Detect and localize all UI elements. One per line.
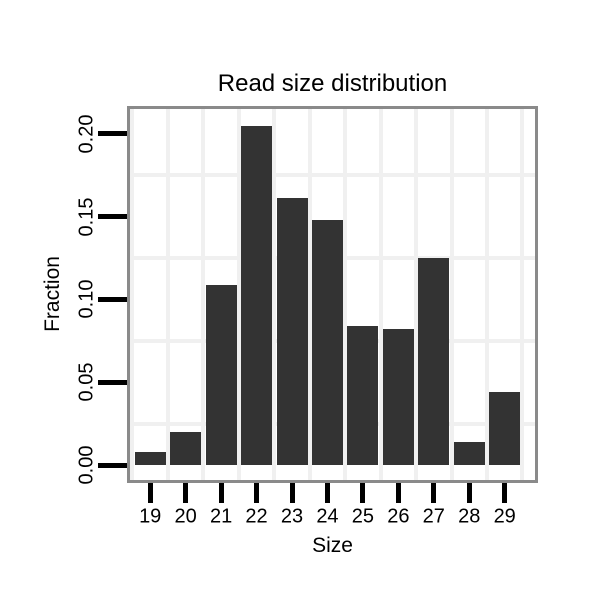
y-tick-label: 0.05 — [75, 362, 98, 402]
x-axis-label: Size — [312, 534, 353, 557]
x-tick-label: 24 — [316, 505, 339, 528]
x-axis-tick — [218, 483, 224, 503]
y-axis-tick — [98, 379, 127, 385]
y-tick-label: 0.20 — [75, 114, 98, 154]
y-tick-label: 0.15 — [75, 197, 98, 237]
grid-line-vertical — [307, 109, 312, 480]
y-tick-label: 0.00 — [75, 445, 98, 485]
x-tick-label: 23 — [280, 505, 304, 528]
x-axis-tick — [147, 483, 153, 503]
bar-size-21 — [205, 284, 237, 466]
grid-line-vertical — [414, 109, 419, 480]
grid-line-horizontal — [130, 173, 535, 178]
x-axis-tick — [466, 483, 472, 503]
x-axis-tick — [324, 483, 330, 503]
x-tick-label: 25 — [351, 505, 375, 528]
bar-size-29 — [489, 392, 521, 466]
grid-line-vertical — [130, 109, 135, 480]
x-axis-tick — [289, 483, 295, 503]
x-tick-label: 26 — [387, 505, 410, 528]
chart-title: Read size distribution — [217, 70, 448, 97]
x-axis-tick — [183, 483, 189, 503]
x-axis-tick — [431, 483, 437, 503]
x-tick-label: 28 — [458, 505, 481, 528]
bar-size-20 — [170, 431, 202, 466]
x-tick-label: 29 — [493, 505, 516, 528]
x-axis-tick — [360, 483, 366, 503]
x-tick-label: 21 — [209, 505, 233, 528]
grid-line-vertical — [165, 109, 170, 480]
y-axis-tick — [98, 462, 127, 468]
grid-line-vertical — [343, 109, 348, 480]
x-tick-label: 27 — [422, 505, 445, 528]
bar-size-27 — [418, 258, 450, 466]
y-axis-tick — [98, 296, 127, 302]
bar-size-26 — [382, 329, 414, 466]
x-axis-tick — [502, 483, 508, 503]
y-axis-label: Fraction — [41, 256, 64, 332]
bar-size-24 — [311, 219, 343, 466]
plot-panel — [127, 106, 538, 483]
bar-size-23 — [276, 198, 308, 466]
y-axis-tick — [98, 131, 127, 137]
bar-size-22 — [241, 125, 273, 466]
grid-line-vertical — [484, 109, 489, 480]
grid-line-vertical — [520, 109, 525, 480]
grid-line-vertical — [378, 109, 383, 480]
bar-size-25 — [347, 325, 379, 466]
y-axis-tick — [98, 214, 127, 220]
grid-line-vertical — [236, 109, 241, 480]
x-axis-tick — [254, 483, 260, 503]
y-tick-label: 0.10 — [75, 280, 98, 319]
bar-size-19 — [134, 451, 166, 466]
bar-size-28 — [453, 441, 485, 466]
x-tick-label: 19 — [139, 505, 162, 528]
x-tick-label: 22 — [245, 505, 268, 528]
grid-line-vertical — [272, 109, 277, 480]
x-axis-tick — [395, 483, 401, 503]
grid-line-vertical — [201, 109, 206, 480]
grid-line-vertical — [449, 109, 454, 480]
x-tick-label: 20 — [174, 505, 197, 528]
